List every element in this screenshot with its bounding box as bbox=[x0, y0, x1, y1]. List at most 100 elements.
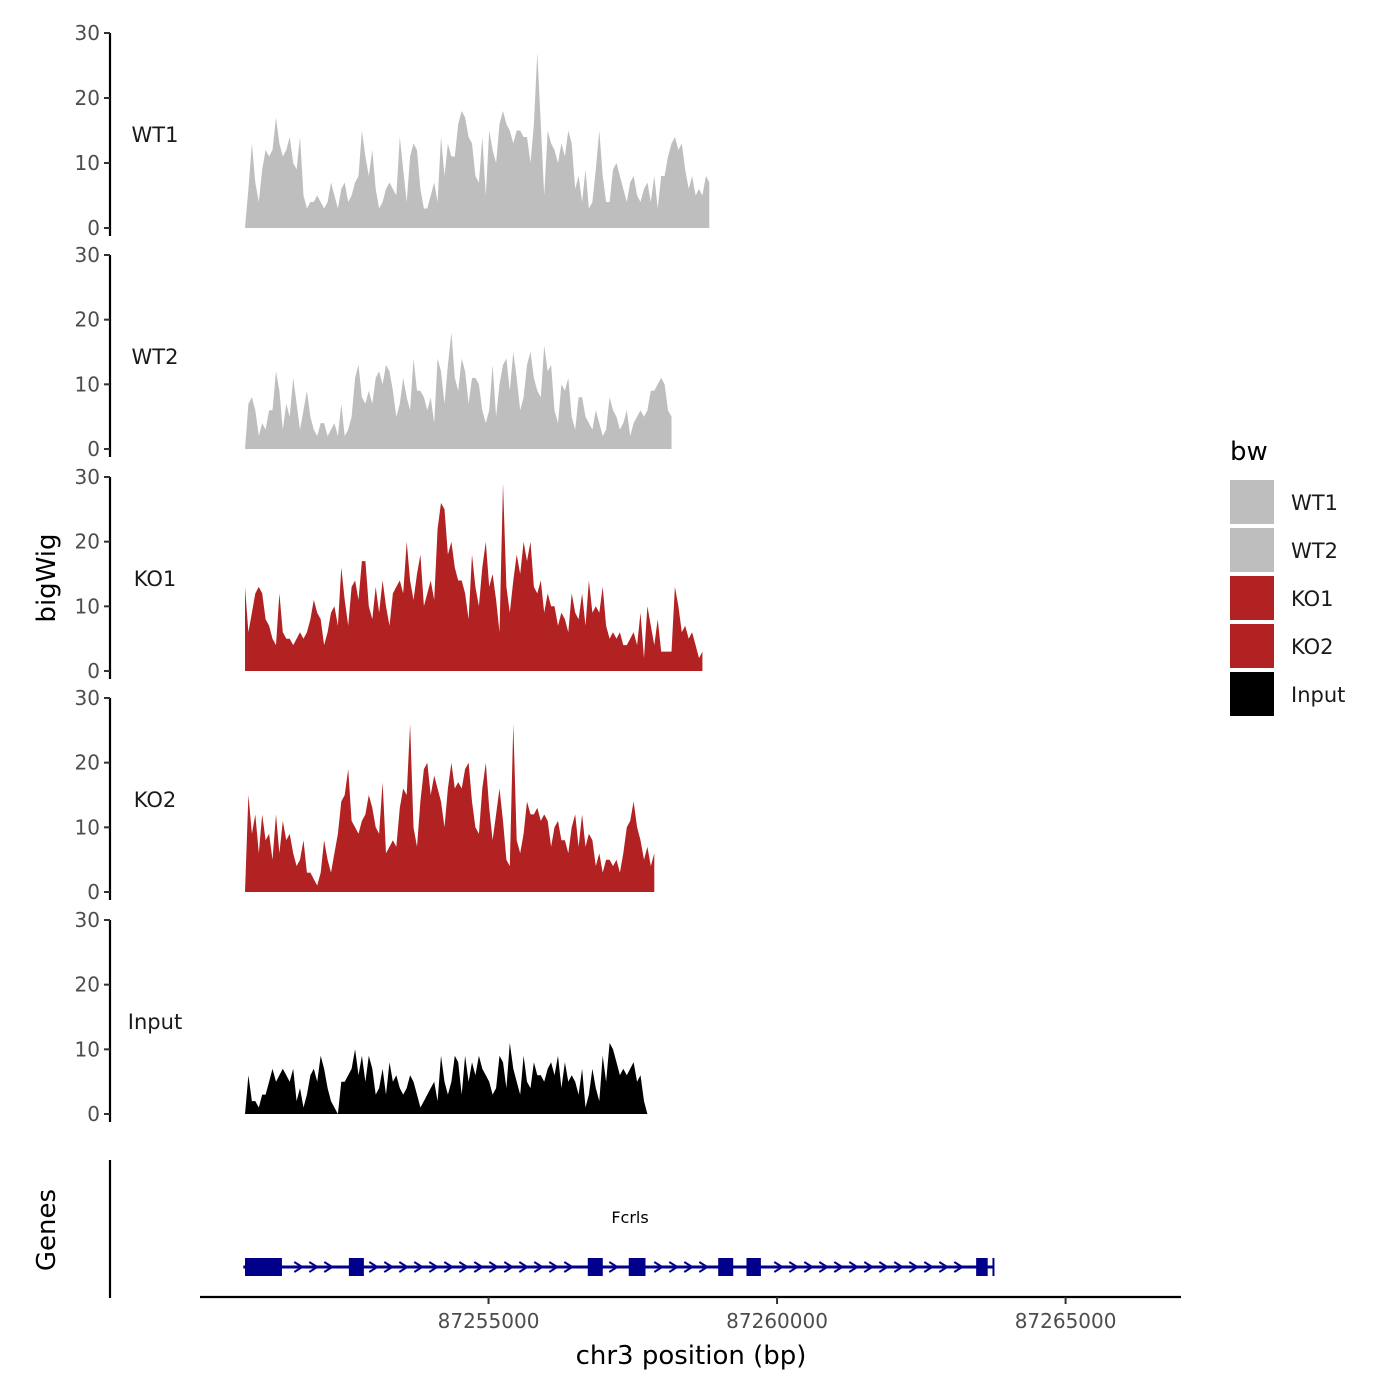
strand-arrow bbox=[653, 1261, 665, 1273]
y-tick-label: 20 bbox=[75, 308, 100, 332]
legend-swatch-wt2 bbox=[1230, 528, 1274, 572]
strand-arrow bbox=[833, 1261, 845, 1273]
track-ko2: 0 10 20 30 KO2 bbox=[75, 686, 655, 904]
strand-arrow bbox=[893, 1261, 905, 1273]
strand-arrow bbox=[413, 1261, 425, 1273]
x-tick-label: 87255000 bbox=[438, 1309, 540, 1333]
legend-swatch-wt1 bbox=[1230, 480, 1274, 524]
strand-arrow bbox=[563, 1261, 575, 1273]
y-tick-label: 30 bbox=[75, 686, 100, 710]
gene-label: Fcrls bbox=[611, 1208, 648, 1227]
gene-track: Fcrls bbox=[108, 1160, 995, 1298]
strand-arrow bbox=[533, 1261, 545, 1273]
x-tick-label: 87265000 bbox=[1015, 1309, 1117, 1333]
track-label-wt1: WT1 bbox=[132, 123, 179, 147]
strand-arrow bbox=[698, 1261, 710, 1273]
strand-arrow bbox=[428, 1261, 440, 1273]
y-tick-label: 30 bbox=[75, 21, 100, 45]
y-tick-label: 20 bbox=[75, 751, 100, 775]
x-axis-title: chr3 position (bp) bbox=[576, 1341, 807, 1371]
y-tick-label: 0 bbox=[87, 659, 100, 683]
track-label-ko1: KO1 bbox=[134, 567, 177, 591]
genes-axis-title: Genes bbox=[32, 1189, 62, 1271]
y-tick-label: 10 bbox=[75, 151, 100, 175]
y-tick-label: 10 bbox=[75, 372, 100, 396]
y-tick-label: 0 bbox=[87, 1102, 100, 1126]
exon-block bbox=[628, 1258, 646, 1276]
exon-block bbox=[718, 1258, 734, 1276]
strand-arrow bbox=[398, 1261, 410, 1273]
exon-block bbox=[348, 1258, 364, 1276]
strand-arrow bbox=[668, 1261, 680, 1273]
y-tick-label: 0 bbox=[87, 437, 100, 461]
strand-arrow bbox=[938, 1261, 950, 1273]
track-ko1: 0 10 20 30 KO1 bbox=[75, 465, 703, 683]
legend-label-wt2: WT2 bbox=[1291, 539, 1338, 563]
strand-arrow bbox=[503, 1261, 515, 1273]
track-wt1: 0 10 20 30 WT1 bbox=[75, 21, 710, 240]
strand-arrow bbox=[488, 1261, 500, 1273]
exon-block bbox=[587, 1258, 603, 1276]
legend-label-wt1: WT1 bbox=[1291, 491, 1338, 515]
exon-block bbox=[976, 1258, 988, 1276]
y-tick-label: 20 bbox=[75, 973, 100, 997]
legend-label-ko2: KO2 bbox=[1291, 635, 1334, 659]
y-tick-label: 10 bbox=[75, 594, 100, 618]
x-axis: 87255000 87260000 87265000 bbox=[200, 1295, 1181, 1333]
legend-title: bw bbox=[1230, 437, 1268, 467]
strand-arrow bbox=[308, 1261, 320, 1273]
strand-arrow bbox=[878, 1261, 890, 1273]
legend-label-input: Input bbox=[1291, 683, 1345, 707]
strand-arrow bbox=[443, 1261, 455, 1273]
legend: bw WT1 WT2 KO1 KO2 Input bbox=[1230, 437, 1345, 716]
y-tick-label: 0 bbox=[87, 880, 100, 904]
coverage-area-wt1 bbox=[245, 52, 710, 228]
y-tick-label: 30 bbox=[75, 908, 100, 932]
strand-arrow bbox=[368, 1261, 380, 1273]
legend-swatch-input bbox=[1230, 672, 1274, 716]
y-tick-label: 0 bbox=[87, 216, 100, 240]
strand-arrow bbox=[863, 1261, 875, 1273]
strand-arrow bbox=[458, 1261, 470, 1273]
x-tick-label: 87260000 bbox=[726, 1309, 828, 1333]
coverage-area-wt2 bbox=[245, 332, 672, 449]
legend-label-ko1: KO1 bbox=[1291, 587, 1334, 611]
legend-swatch-ko1 bbox=[1230, 576, 1274, 620]
strand-arrow bbox=[818, 1261, 830, 1273]
strand-arrow bbox=[683, 1261, 695, 1273]
track-wt2: 0 10 20 30 WT2 bbox=[75, 243, 672, 461]
strand-arrow bbox=[323, 1261, 335, 1273]
strand-arrow bbox=[923, 1261, 935, 1273]
coverage-area-ko2 bbox=[245, 723, 655, 892]
track-input: 0 10 20 30 Input bbox=[75, 908, 648, 1126]
track-label-ko2: KO2 bbox=[134, 788, 177, 812]
coverage-area-ko1 bbox=[245, 483, 703, 671]
y-axis-title: bigWig bbox=[32, 533, 62, 622]
strand-arrow bbox=[788, 1261, 800, 1273]
y-tick-label: 20 bbox=[75, 530, 100, 554]
exon-block bbox=[245, 1258, 282, 1276]
y-tick-label: 30 bbox=[75, 243, 100, 267]
strand-arrow bbox=[293, 1261, 305, 1273]
strand-arrow bbox=[518, 1261, 530, 1273]
strand-arrow bbox=[908, 1261, 920, 1273]
exon-block bbox=[746, 1258, 761, 1276]
y-tick-label: 30 bbox=[75, 465, 100, 489]
coverage-area-input bbox=[245, 1042, 648, 1114]
track-label-wt2: WT2 bbox=[132, 345, 179, 369]
strand-arrow bbox=[548, 1261, 560, 1273]
strand-arrow bbox=[848, 1261, 860, 1273]
legend-swatch-ko2 bbox=[1230, 624, 1274, 668]
y-tick-label: 20 bbox=[75, 86, 100, 110]
y-tick-label: 10 bbox=[75, 1037, 100, 1061]
coverage-tracks: 0 10 20 30 WT1 0 10 20 30 WT2 0 10 20 30 KO1 0 10 20 30 KO2… bbox=[75, 21, 710, 1126]
strand-arrow bbox=[803, 1261, 815, 1273]
strand-arrow bbox=[383, 1261, 395, 1273]
strand-arrow bbox=[953, 1261, 965, 1273]
strand-arrow bbox=[608, 1261, 620, 1273]
track-label-input: Input bbox=[128, 1010, 182, 1034]
strand-arrow bbox=[773, 1261, 785, 1273]
y-tick-label: 10 bbox=[75, 815, 100, 839]
strand-arrow bbox=[473, 1261, 485, 1273]
